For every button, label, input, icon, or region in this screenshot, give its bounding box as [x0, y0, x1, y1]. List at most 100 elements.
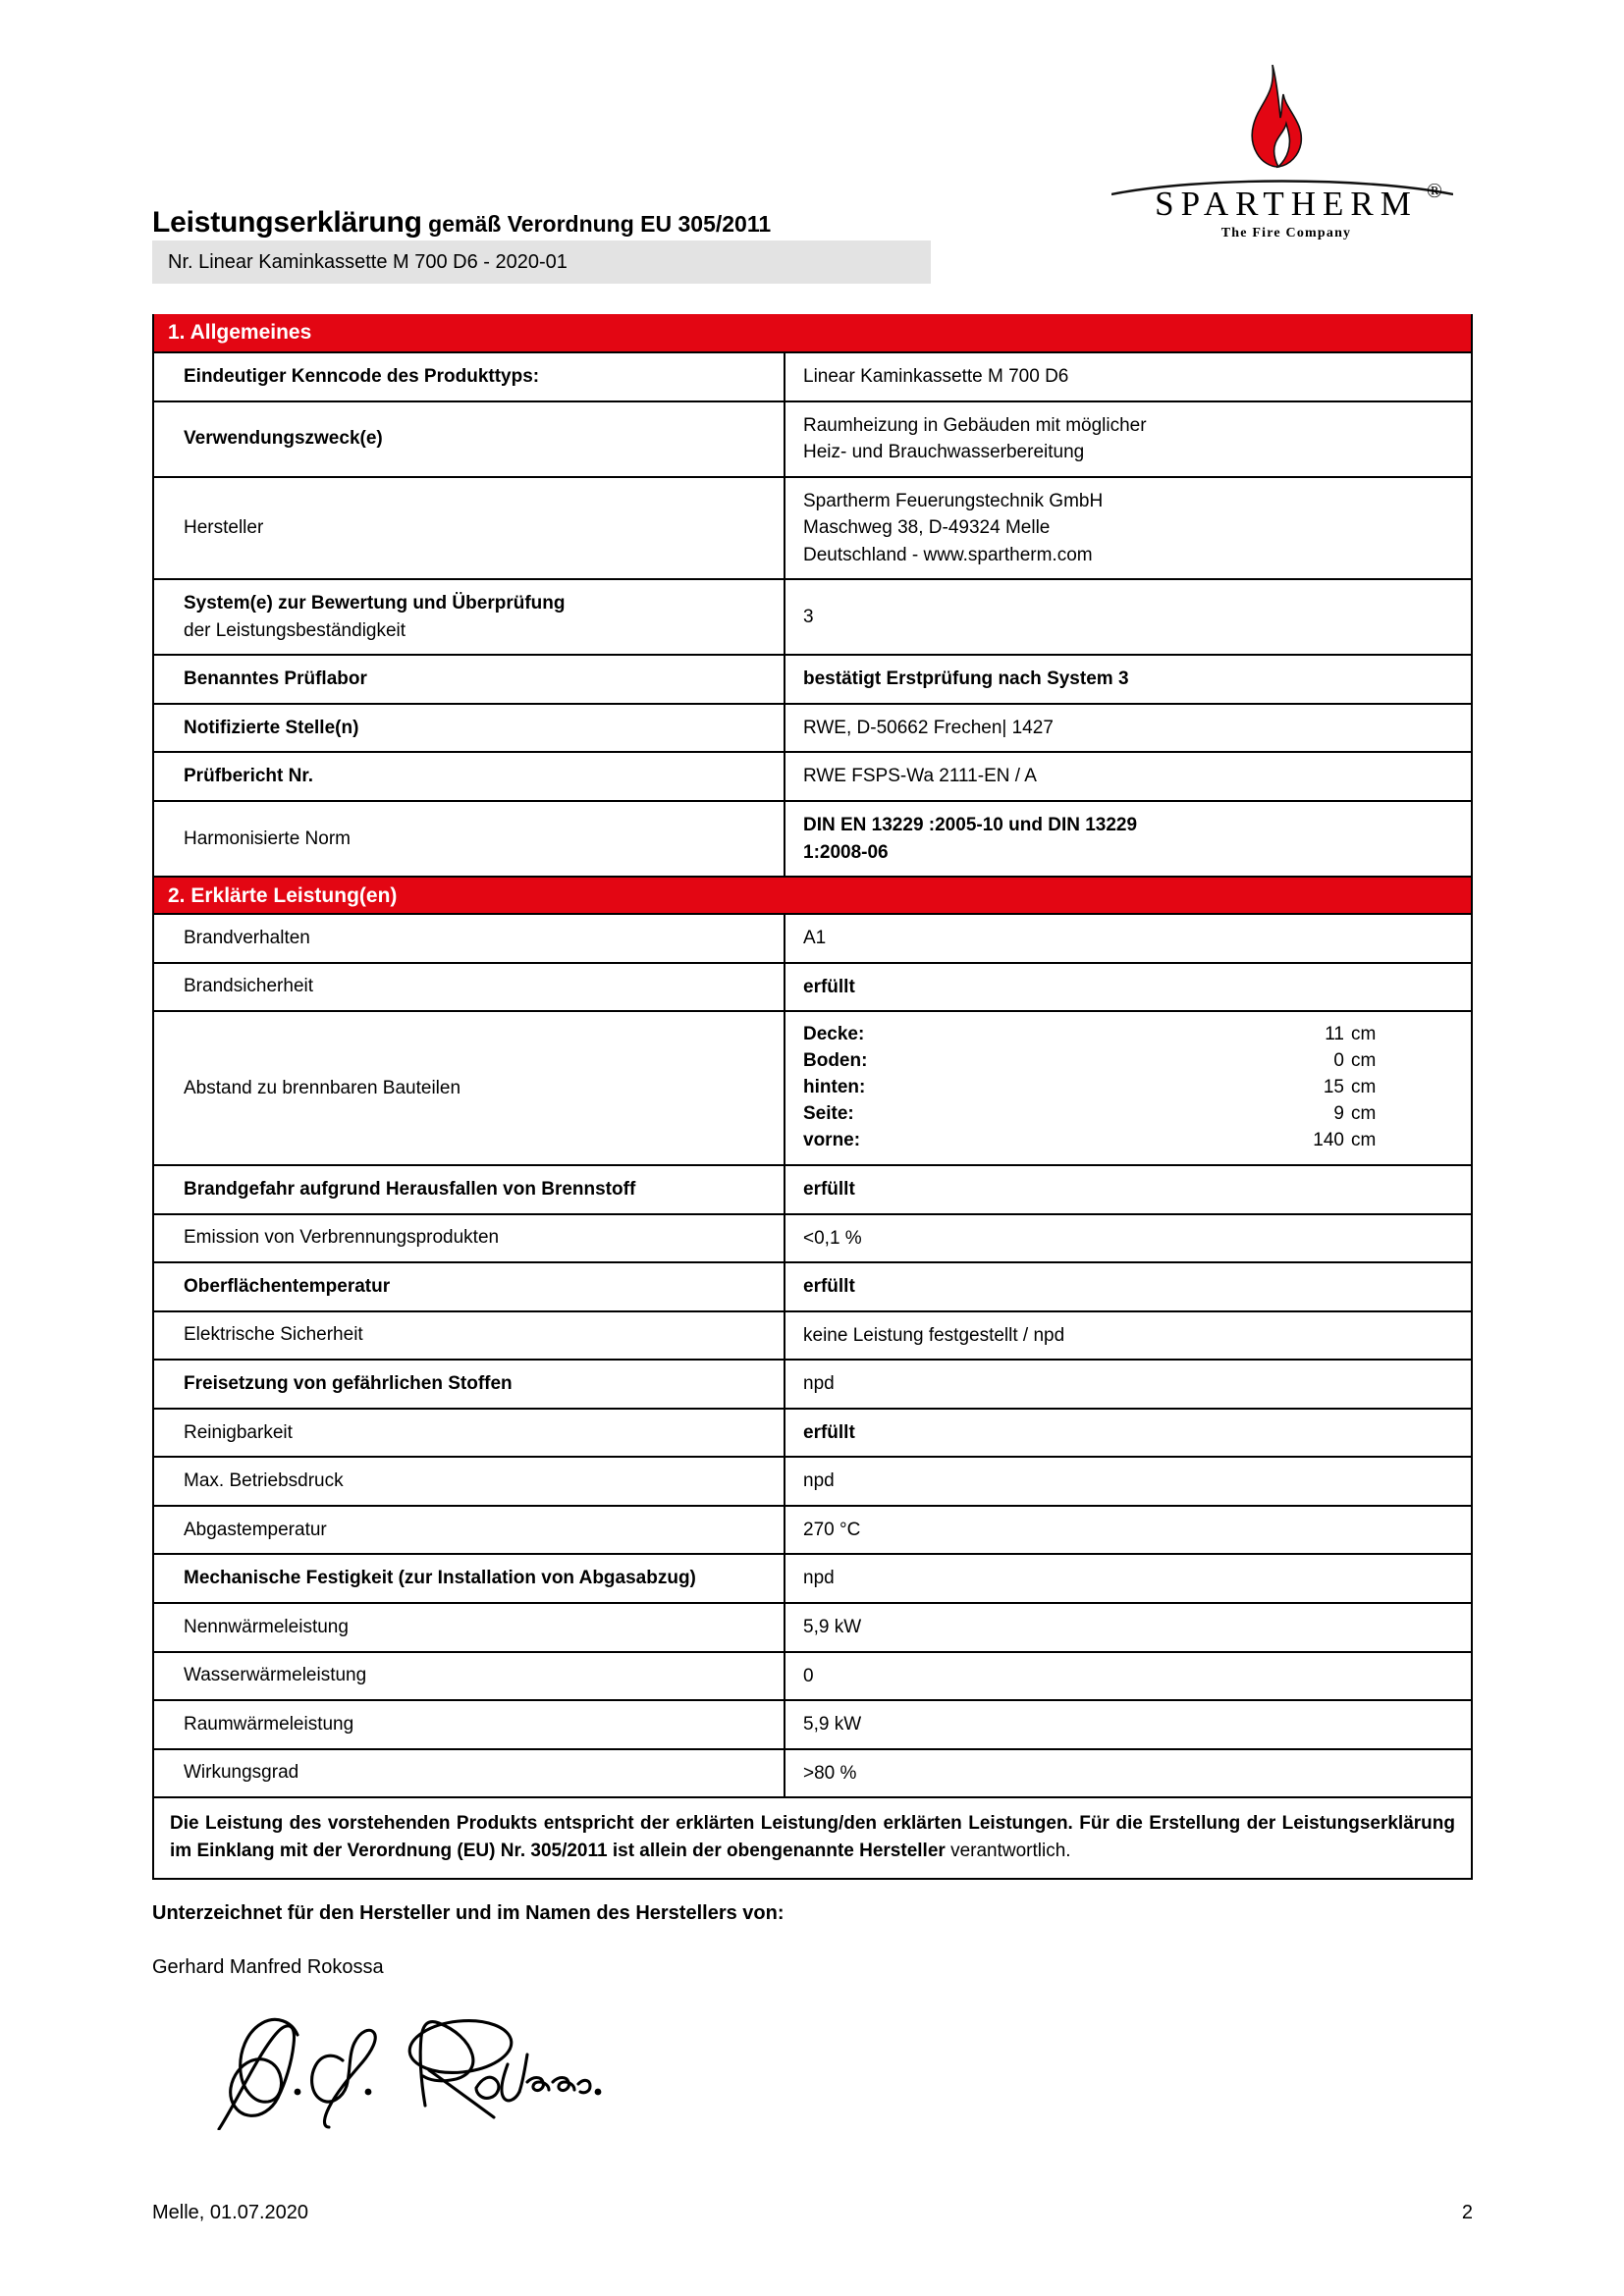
- flame-icon: [1251, 65, 1303, 169]
- row-value: 5,9 kW: [785, 1604, 1471, 1651]
- distance-label: hinten:: [803, 1077, 866, 1098]
- table-row: Elektrische Sicherheit keine Leistung fe…: [154, 1309, 1471, 1360]
- table-row: Mechanische Festigkeit (zur Installation…: [154, 1553, 1471, 1602]
- row-value-line: bestätigt Erstprüfung nach System 3: [803, 668, 1129, 690]
- table-row: Raumwärmeleistung 5,9 kW: [154, 1699, 1471, 1748]
- row-value: bestätigt Erstprüfung nach System 3: [785, 656, 1471, 703]
- row-value: DIN EN 13229 :2005-10 und DIN 13229 1:20…: [785, 802, 1471, 876]
- row-value-line: RWE, D-50662 Frechen| 1427: [803, 717, 1054, 738]
- row-value: npd: [785, 1555, 1471, 1602]
- row-value-line: npd: [803, 1373, 835, 1395]
- footer-place-date: Melle, 01.07.2020: [152, 2202, 309, 2223]
- row-value: RWE FSPS-Wa 2111-EN / A: [785, 753, 1471, 800]
- row-value-line: 270 °C: [803, 1519, 861, 1540]
- table-row: Verwendungszweck(e) Raumheizung in Gebäu…: [154, 400, 1471, 476]
- handwritten-signature: [217, 2017, 602, 2130]
- table-row: Notifizierte Stelle(n) RWE, D-50662 Frec…: [154, 702, 1471, 752]
- row-value-line: Spartherm Feuerungstechnik GmbH: [803, 490, 1104, 511]
- distance-value: 140: [1313, 1130, 1344, 1151]
- distance-label: Seite:: [803, 1103, 854, 1125]
- row-value-line: 5,9 kW: [803, 1714, 862, 1735]
- row-value-line: erfüllt: [803, 1179, 855, 1201]
- statement-regular-text: verantwortlich.: [945, 1840, 1071, 1861]
- row-label: Wirkungsgrad: [154, 1749, 785, 1797]
- row-value: 5,9 kW: [785, 1701, 1471, 1748]
- row-value: 3: [785, 580, 1471, 654]
- distance-item: Boden: 0 cm: [803, 1048, 1461, 1075]
- row-value: erfüllt: [785, 1410, 1471, 1457]
- distance-value: 0: [1333, 1050, 1344, 1072]
- row-label: Benanntes Prüflabor: [154, 656, 785, 703]
- distance-unit: cm: [1350, 1130, 1377, 1151]
- table-row: Emission von Verbrennungsprodukten <0,1 …: [154, 1212, 1471, 1262]
- row-value: 0: [785, 1653, 1471, 1700]
- row-label: Verwendungszweck(e): [154, 401, 785, 476]
- table-row: Harmonisierte Norm DIN EN 13229 :2005-10…: [154, 800, 1471, 877]
- row-value-line: Deutschland - www.spartherm.com: [803, 544, 1093, 565]
- row-label: Nennwärmeleistung: [154, 1603, 785, 1651]
- row-label: Raumwärmeleistung: [154, 1701, 785, 1748]
- logo-wordmark: SPARTHERM: [1155, 185, 1418, 223]
- row-value-line: A1: [803, 928, 827, 949]
- table-row: Brandgefahr aufgrund Herausfallen von Br…: [154, 1164, 1471, 1213]
- row-value: RWE, D-50662 Frechen| 1427: [785, 705, 1471, 752]
- document-header: Leistungserklärung gemäß Verordnung EU 3…: [152, 59, 1473, 240]
- row-label: Elektrische Sicherheit: [154, 1311, 785, 1360]
- row-value: Decke: 11 cm Boden: 0 cm hinten: 15 cm: [785, 1012, 1471, 1164]
- row-value: erfüllt: [785, 1166, 1471, 1213]
- document-number-bar: Nr. Linear Kaminkassette M 700 D6 - 2020…: [152, 240, 931, 284]
- table-row-distances: Abstand zu brennbaren Bauteilen Decke: 1…: [154, 1010, 1471, 1165]
- row-value: keine Leistung festgestellt / npd: [785, 1312, 1471, 1360]
- distance-unit: cm: [1350, 1050, 1377, 1072]
- logo-arc: [1111, 180, 1453, 196]
- distance-item: Seite: 9 cm: [803, 1101, 1461, 1128]
- row-value-line: 3: [803, 607, 814, 628]
- row-label: Freisetzung von gefährlichen Stoffen: [154, 1361, 785, 1408]
- distance-item: hinten: 15 cm: [803, 1075, 1461, 1101]
- row-value-line: 0: [803, 1665, 814, 1686]
- row-value-line: RWE FSPS-Wa 2111-EN / A: [803, 766, 1037, 787]
- row-label: Brandsicherheit: [154, 963, 785, 1011]
- row-value-line: Heiz- und Brauchwasserbereitung: [803, 442, 1085, 463]
- distance-item: Decke: 11 cm: [803, 1022, 1461, 1048]
- row-label: System(e) zur Bewertung und Überprüfung …: [154, 580, 785, 655]
- table-row: Abgastemperatur 270 °C: [154, 1504, 1471, 1554]
- row-label: Mechanische Festigkeit (zur Installation…: [154, 1555, 785, 1602]
- declaration-table: 1. Allgemeines Eindeutiger Kenncode des …: [152, 314, 1473, 1881]
- row-value: npd: [785, 1361, 1471, 1408]
- signature-intro: Unterzeichnet für den Hersteller und im …: [152, 1902, 785, 1924]
- row-value: Spartherm Feuerungstechnik GmbH Maschweg…: [785, 478, 1471, 579]
- row-label: Prüfbericht Nr.: [154, 753, 785, 801]
- row-label: Notifizierte Stelle(n): [154, 704, 785, 752]
- signatory-name: Gerhard Manfred Rokossa: [152, 1956, 384, 1978]
- registered-trademark-icon: ®: [1427, 179, 1442, 202]
- row-label: Oberflächentemperatur: [154, 1263, 785, 1310]
- row-label: Abstand zu brennbaren Bauteilen: [154, 1012, 785, 1165]
- row-value-line: >80 %: [803, 1762, 857, 1784]
- table-row: Prüfbericht Nr. RWE FSPS-Wa 2111-EN / A: [154, 751, 1471, 801]
- page-number: 2: [1461, 2202, 1473, 2223]
- table-row: System(e) zur Bewertung und Überprüfung …: [154, 578, 1471, 655]
- row-value-line: npd: [803, 1470, 835, 1492]
- distance-item: vorne: 140 cm: [803, 1128, 1461, 1154]
- row-value: Linear Kaminkassette M 700 D6: [785, 353, 1471, 400]
- table-row: Benanntes Prüflabor bestätigt Erstprüfun…: [154, 654, 1471, 703]
- row-value: Raumheizung in Gebäuden mit möglicher He…: [785, 402, 1471, 476]
- row-value: erfüllt: [785, 1263, 1471, 1310]
- row-value-line: <0,1 %: [803, 1227, 862, 1249]
- page-title: Leistungserklärung gemäß Verordnung EU 3…: [152, 206, 771, 240]
- row-value-line: keine Leistung festgestellt / npd: [803, 1324, 1065, 1346]
- row-value-line: 1:2008-06: [803, 841, 889, 863]
- section-heading-erklaerte-leistungen: 2. Erklärte Leistung(en): [154, 876, 1471, 914]
- row-value-line: npd: [803, 1568, 835, 1589]
- row-label: Abgastemperatur: [154, 1506, 785, 1554]
- row-label: Brandgefahr aufgrund Herausfallen von Br…: [154, 1166, 785, 1213]
- row-value-line: DIN EN 13229 :2005-10 und DIN 13229: [803, 815, 1138, 836]
- table-row: Reinigbarkeit erfüllt: [154, 1407, 1471, 1457]
- table-row: Brandverhalten A1: [154, 913, 1471, 962]
- row-value-line: Maschweg 38, D-49324 Melle: [803, 517, 1051, 539]
- table-row: Wirkungsgrad >80 %: [154, 1747, 1471, 1797]
- distance-unit: cm: [1350, 1024, 1377, 1045]
- logo-tagline: The Fire Company: [1220, 226, 1352, 240]
- page-title-subtitle: gemäß Verordnung EU 305/2011: [421, 211, 772, 237]
